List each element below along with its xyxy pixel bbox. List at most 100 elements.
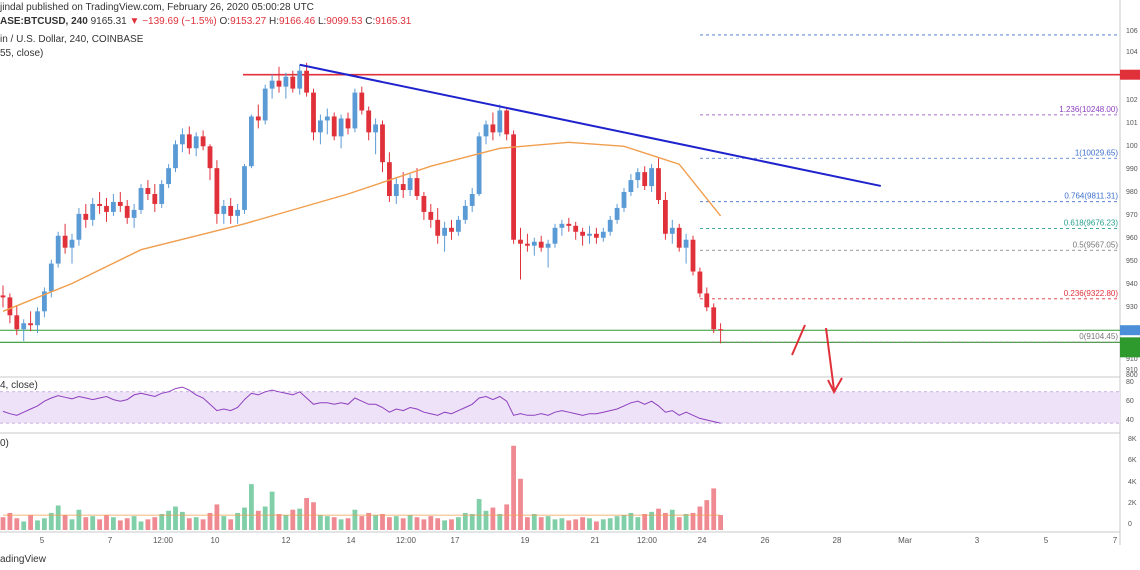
candle — [711, 303, 717, 334]
volume-bar — [324, 516, 330, 530]
candle-body — [580, 231, 585, 236]
price-tick-label: 910 — [1126, 356, 1138, 363]
candle-body — [704, 293, 710, 308]
change-value: ▼ −139.69 (−1.5%) — [129, 16, 217, 27]
volume-bar — [594, 521, 599, 530]
candle-body — [469, 194, 475, 206]
date-tick-label: 7 — [108, 536, 113, 545]
close-value: 9165.31 — [375, 16, 412, 27]
volume-bar — [214, 504, 220, 530]
candle-body — [173, 144, 178, 169]
candle-body — [111, 201, 116, 212]
candle — [573, 221, 579, 240]
candle — [318, 114, 323, 145]
candle-body — [262, 88, 268, 121]
date-tick-label: 3 — [975, 536, 980, 545]
candle-body — [414, 178, 420, 196]
candle-body — [511, 134, 516, 240]
date-tick-label: 12:00 — [637, 536, 658, 545]
fib-level-label: 0.236(9322.80) — [1064, 289, 1119, 298]
volume-bar — [600, 519, 606, 530]
candle-body — [331, 116, 337, 137]
ma-legend-text: 55, close) — [0, 48, 44, 59]
candle-body — [338, 118, 344, 137]
volume-bar — [7, 512, 13, 530]
candle-body — [200, 136, 206, 147]
price-tick-label: 100 — [1126, 143, 1138, 150]
candle — [221, 199, 227, 224]
support-price-tag — [1120, 337, 1140, 358]
candle — [21, 319, 27, 342]
candle — [269, 74, 275, 99]
candle-body — [352, 92, 358, 129]
volume-bar — [504, 504, 510, 530]
candle-body — [152, 194, 158, 204]
candle-body — [456, 219, 461, 232]
candle — [538, 235, 544, 252]
volume-bar — [656, 508, 661, 530]
volume-bar — [117, 520, 123, 530]
volume-bar — [559, 518, 565, 530]
date-tick-label: 14 — [347, 536, 356, 545]
candle — [62, 223, 68, 254]
candle-body — [124, 205, 130, 218]
volume-bar — [276, 514, 282, 530]
candle — [483, 120, 489, 145]
candle — [331, 112, 337, 141]
candle — [497, 104, 503, 137]
candle-body — [628, 180, 634, 193]
volume-bar — [407, 515, 413, 530]
price-tick-label: 980 — [1126, 189, 1138, 196]
volume-bar — [345, 518, 351, 530]
date-tick-label: 12:00 — [396, 536, 417, 545]
volume-bar — [690, 512, 696, 530]
candle-body — [249, 116, 254, 167]
candle-body — [642, 172, 648, 187]
candle — [566, 217, 572, 232]
volume-bar — [442, 520, 447, 530]
candle-body — [193, 136, 199, 149]
volume-bar — [635, 517, 641, 530]
volume-bar — [124, 518, 130, 530]
candle — [235, 203, 240, 224]
candle-body — [497, 110, 503, 133]
candle — [359, 86, 365, 115]
candle — [587, 225, 592, 244]
candle-body — [587, 233, 592, 236]
price-tick-label: 101 — [1126, 120, 1138, 127]
volume-bar — [331, 517, 337, 530]
rsi-line — [2, 386, 721, 424]
volume-bar — [42, 518, 47, 530]
high-value: 9166.46 — [279, 16, 316, 27]
candle-body — [552, 227, 558, 244]
high-label: H: — [269, 16, 279, 27]
candle — [504, 108, 510, 141]
price-tick-label: 910 — [1126, 367, 1138, 374]
volume-bar — [207, 512, 213, 530]
volume-bar — [69, 519, 75, 530]
candle — [124, 199, 130, 224]
candle — [283, 72, 289, 99]
volume-bar — [318, 515, 323, 530]
candle — [28, 311, 33, 332]
candle — [663, 192, 668, 240]
candle-body — [186, 134, 192, 149]
volume-bar — [76, 509, 82, 530]
volume-bar — [290, 509, 296, 530]
candle — [207, 144, 213, 181]
candle — [83, 203, 89, 228]
candle-body — [138, 188, 144, 210]
volume-bar — [338, 519, 344, 530]
fib-level-label: 0(9104.45) — [1079, 332, 1118, 341]
candle — [352, 88, 358, 133]
candle — [649, 164, 654, 193]
price-tick-label: 104 — [1126, 49, 1138, 56]
candle-body — [649, 168, 654, 187]
candle — [642, 166, 648, 191]
volume-bar — [159, 514, 165, 530]
volume-bar — [552, 519, 558, 530]
candle-body — [697, 271, 703, 294]
candle-body — [62, 235, 68, 248]
price-tick-label: 930 — [1126, 304, 1138, 311]
